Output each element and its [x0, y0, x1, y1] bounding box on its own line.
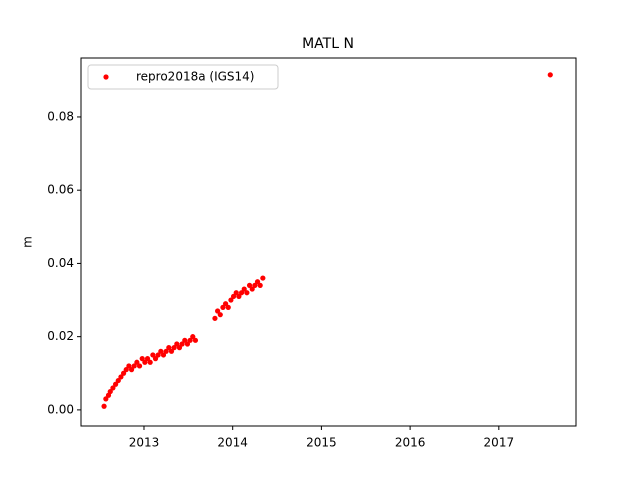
- point: [160, 352, 167, 358]
- plot-frame: [80, 57, 577, 427]
- point: [142, 359, 148, 365]
- point: [103, 396, 109, 402]
- point: [136, 363, 143, 369]
- point: [547, 72, 553, 78]
- y-tick-label: 0.04: [47, 256, 74, 270]
- y-tick-label: 0.06: [47, 183, 74, 197]
- point: [174, 341, 180, 347]
- point: [241, 286, 247, 292]
- point: [168, 348, 175, 354]
- point: [236, 293, 242, 299]
- point: [123, 367, 129, 373]
- point: [225, 304, 231, 310]
- x-tick-label: 2017: [484, 436, 515, 450]
- point: [220, 304, 226, 310]
- chart-title: MATL N: [302, 36, 354, 52]
- point: [257, 282, 263, 288]
- point: [166, 345, 172, 351]
- point: [215, 308, 221, 314]
- point: [126, 363, 132, 369]
- x-tick-label: 2013: [129, 436, 160, 450]
- point: [228, 297, 234, 303]
- y-axis-label: m: [21, 236, 35, 248]
- point: [158, 348, 164, 354]
- legend-box: [87, 64, 279, 90]
- point: [184, 341, 191, 347]
- point: [252, 282, 258, 288]
- point: [115, 377, 121, 384]
- point: [152, 356, 159, 362]
- point: [128, 367, 135, 373]
- point: [163, 348, 169, 354]
- point: [112, 381, 119, 387]
- point: [212, 315, 218, 321]
- point: [179, 341, 185, 347]
- x-tick-label: 2016: [395, 436, 426, 450]
- y-tick-label: 0.02: [47, 329, 74, 343]
- point: [150, 352, 156, 358]
- x-tick-label: 2015: [306, 436, 337, 450]
- x-tick-label: 2014: [217, 436, 248, 450]
- point: [134, 359, 140, 365]
- legend-label: repro2018a (IGS14): [136, 70, 254, 84]
- point: [246, 282, 253, 288]
- point: [230, 293, 237, 299]
- point: [182, 337, 188, 343]
- y-tick-label: 0.00: [47, 402, 74, 416]
- point: [244, 290, 250, 296]
- legend-marker: [103, 74, 109, 80]
- point: [139, 356, 145, 362]
- point: [101, 403, 107, 409]
- point: [131, 363, 137, 369]
- point: [176, 345, 183, 351]
- point: [254, 279, 261, 285]
- point: [155, 352, 161, 358]
- point: [144, 356, 151, 362]
- point: [192, 337, 199, 343]
- point: [118, 374, 124, 380]
- point: [190, 334, 196, 340]
- y-tick-label: 0.08: [47, 109, 74, 123]
- point: [233, 290, 239, 296]
- point: [187, 337, 193, 343]
- point: [107, 388, 113, 395]
- point: [260, 275, 266, 281]
- point: [222, 301, 229, 307]
- point: [171, 345, 177, 351]
- point: [238, 290, 245, 296]
- point: [110, 385, 116, 391]
- point: [120, 370, 127, 376]
- point: [217, 312, 223, 318]
- point: [147, 359, 153, 365]
- point: [249, 286, 255, 292]
